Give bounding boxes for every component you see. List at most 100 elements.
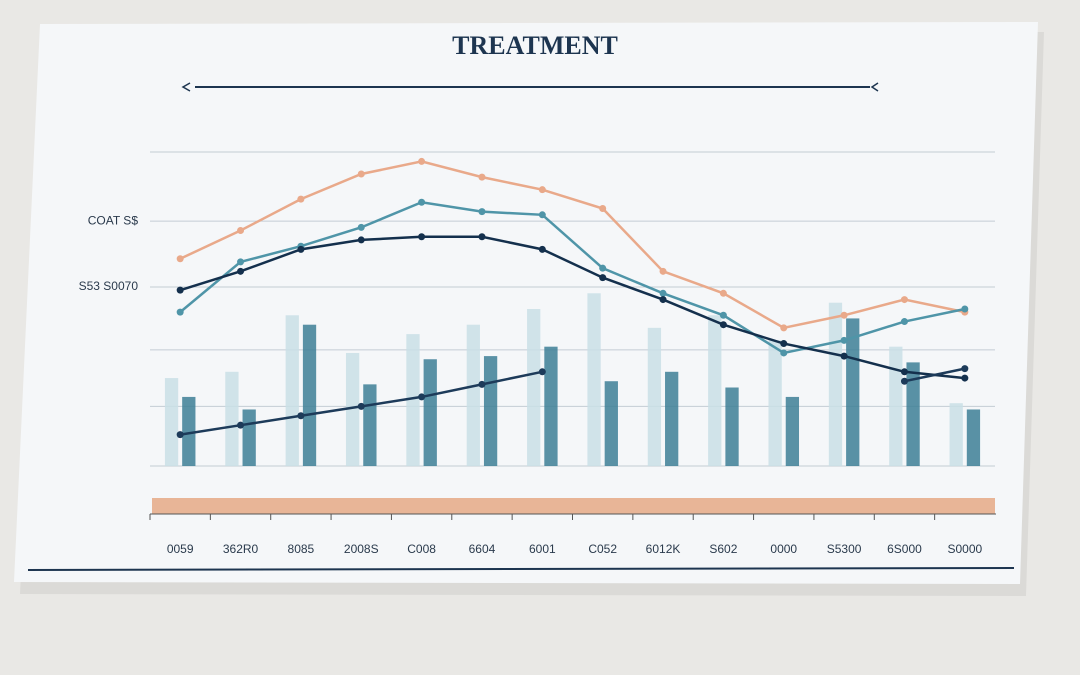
point: [840, 336, 848, 344]
point: [599, 264, 607, 272]
point: [780, 340, 788, 348]
point: [176, 286, 184, 294]
bar: [604, 381, 618, 466]
point: [840, 352, 848, 360]
bar: [527, 309, 541, 466]
bar: [647, 327, 662, 466]
point: [599, 274, 607, 282]
point: [237, 227, 245, 234]
point: [659, 296, 667, 304]
bar: [949, 403, 963, 466]
point: [900, 377, 908, 385]
bar: [828, 302, 843, 466]
point: [176, 255, 184, 263]
point: [538, 245, 546, 253]
x-tick-label: S0000: [947, 542, 982, 556]
point: [719, 289, 727, 297]
point: [840, 311, 848, 319]
point: [297, 195, 305, 203]
point: [599, 205, 607, 213]
bar: [242, 409, 256, 466]
bar: [466, 324, 480, 466]
point: [418, 393, 426, 401]
x-tick-label: 6001: [529, 542, 556, 556]
point: [237, 267, 245, 275]
x-tick-label: 6604: [469, 542, 496, 556]
point: [900, 368, 908, 376]
bar: [285, 315, 299, 466]
point: [478, 173, 486, 181]
point: [418, 233, 426, 241]
point: [237, 421, 245, 429]
point: [538, 186, 546, 194]
point: [780, 324, 788, 332]
bar: [423, 359, 437, 466]
line: [179, 200, 966, 355]
bar: [906, 362, 920, 466]
point: [900, 318, 908, 326]
point: [418, 157, 426, 165]
point: [176, 308, 184, 316]
point: [297, 412, 305, 420]
y-tick-label: COAT S$: [88, 213, 139, 227]
line: [179, 160, 966, 330]
point: [719, 321, 727, 329]
bar: [708, 315, 722, 466]
line: [179, 235, 965, 380]
point: [357, 170, 365, 178]
bar: [587, 293, 601, 466]
x-tick-label: 362R0: [223, 542, 259, 556]
range-bar: [152, 498, 995, 514]
bar: [225, 371, 239, 466]
point: [659, 289, 667, 297]
x-tick-label: 6012K: [646, 542, 681, 556]
x-tick-label: C052: [588, 542, 617, 556]
x-tick-label: S602: [709, 542, 737, 556]
bar: [363, 384, 377, 466]
bar: [182, 396, 196, 466]
x-tick-label: S5300: [827, 542, 862, 556]
point: [478, 380, 486, 388]
point: [237, 258, 245, 266]
bar: [966, 409, 981, 466]
point: [357, 223, 365, 231]
bar: [544, 346, 558, 466]
x-tick-label: 8085: [288, 542, 315, 556]
x-tick-label: 2008S: [344, 542, 379, 556]
bar: [483, 356, 498, 466]
point: [357, 402, 365, 410]
chart-title: TREATMENT: [452, 31, 618, 60]
bar: [889, 346, 903, 466]
range-arrows: [181, 82, 879, 92]
point: [780, 349, 788, 357]
point: [538, 211, 546, 219]
x-tick-label: C008: [407, 542, 436, 556]
point: [176, 431, 184, 439]
point: [900, 296, 908, 304]
point: [961, 305, 969, 313]
bar: [846, 318, 860, 466]
point: [478, 208, 486, 216]
point: [297, 245, 305, 253]
x-tick-label: 6S000: [887, 542, 922, 556]
bar: [302, 324, 317, 466]
point: [478, 233, 486, 241]
y-tick-label: S53 S0070: [79, 279, 139, 293]
point: [418, 198, 426, 206]
point: [538, 368, 546, 376]
bar: [345, 352, 360, 466]
x-tick-label: 0000: [770, 542, 797, 556]
bottom-rule: [27, 567, 1015, 571]
bar: [406, 334, 420, 466]
bar: [768, 340, 782, 466]
point: [961, 374, 969, 382]
bar: [164, 378, 179, 466]
bar: [785, 396, 800, 466]
point: [357, 236, 365, 244]
point: [719, 311, 727, 319]
card: [14, 22, 1038, 584]
bar: [665, 371, 679, 466]
x-tick-label: 0059: [167, 542, 194, 556]
